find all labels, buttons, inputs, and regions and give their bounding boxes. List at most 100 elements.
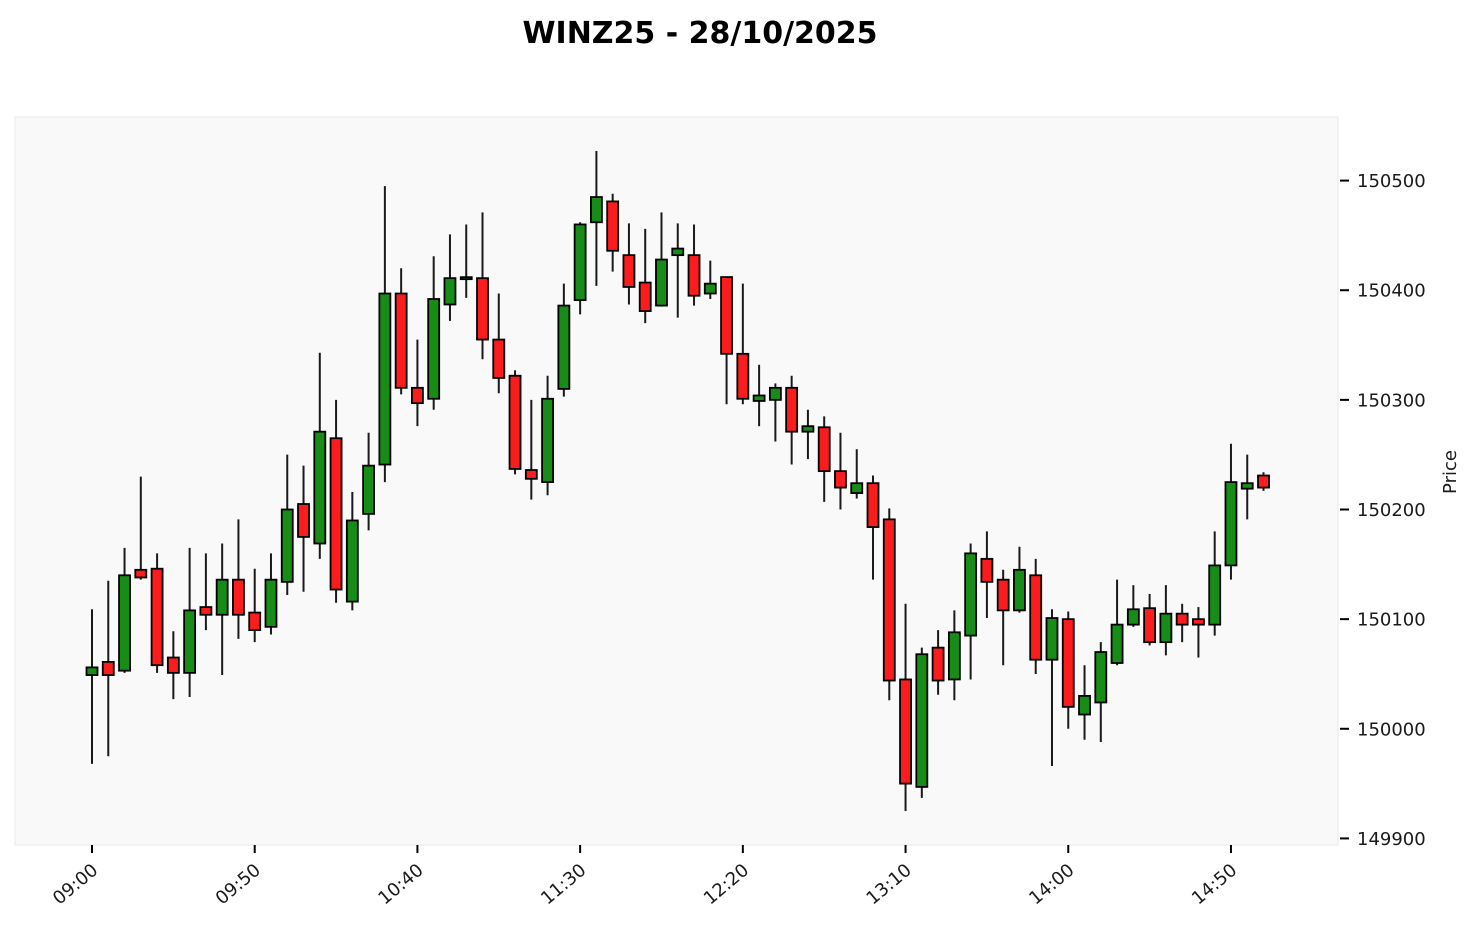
candle	[768, 383, 782, 442]
candle	[362, 432, 376, 531]
candle	[882, 508, 896, 701]
candle-body	[362, 464, 376, 515]
candle	[687, 224, 701, 306]
candle	[834, 432, 847, 510]
candle	[1175, 603, 1189, 643]
candle	[264, 553, 278, 635]
candle	[1240, 454, 1254, 520]
x-tick-label: 10:40	[374, 860, 427, 909]
candle-body	[687, 254, 701, 297]
candle	[1126, 585, 1140, 627]
candle	[671, 223, 685, 318]
candle-body	[1208, 564, 1222, 626]
y-tick-label: 150100	[1357, 610, 1426, 631]
candle	[866, 475, 880, 580]
candle-body	[411, 386, 424, 405]
candle-body	[1257, 474, 1270, 489]
x-axis: 09:00 09:50 10:40 11:30 12:20 13:10 14:00 14:50	[49, 845, 1241, 909]
plot-area	[14, 116, 1339, 846]
candle-body	[606, 200, 620, 252]
candle-body	[785, 386, 799, 433]
candle-body	[882, 518, 896, 682]
candle-body	[1192, 618, 1205, 626]
candle-body	[703, 282, 717, 295]
candle	[378, 186, 392, 483]
candle	[345, 491, 359, 611]
candle-body	[508, 374, 522, 470]
candle-body	[199, 606, 213, 616]
x-tick-label: 09:50	[212, 860, 265, 909]
candle	[1110, 579, 1124, 666]
candle	[638, 228, 652, 324]
candle	[134, 476, 148, 580]
y-tick-label: 150000	[1357, 719, 1426, 740]
candle-body	[1175, 612, 1189, 626]
candle	[215, 543, 229, 676]
candle	[850, 449, 864, 499]
candle-body	[492, 338, 506, 379]
candle	[508, 370, 522, 475]
candle-body	[915, 653, 929, 788]
candle-body	[297, 503, 310, 538]
candle	[980, 531, 994, 619]
y-tick-label: 150300	[1357, 390, 1426, 411]
candle	[573, 222, 587, 315]
candle-body	[1143, 607, 1157, 644]
candle	[557, 283, 571, 397]
candle	[232, 519, 245, 639]
candle-body	[443, 277, 457, 306]
candle	[394, 268, 408, 395]
candle-body	[1126, 608, 1140, 626]
candle-body	[183, 609, 197, 674]
candle-body	[947, 631, 961, 681]
candle-body	[476, 277, 489, 341]
candle-body	[720, 276, 733, 355]
candle-body	[768, 386, 782, 401]
candle-body	[118, 574, 131, 672]
candles-layer	[85, 150, 1270, 812]
candle	[915, 647, 929, 798]
candle	[947, 610, 961, 701]
candle	[1045, 609, 1059, 767]
candle-body	[134, 568, 148, 579]
candle	[1257, 472, 1270, 491]
candle	[199, 553, 213, 631]
candle-body	[1061, 618, 1075, 708]
chart-title: WINZ25 - 28/10/2025	[522, 16, 877, 51]
candle	[655, 212, 668, 307]
candle	[899, 603, 912, 812]
candle-body	[1159, 612, 1173, 644]
candle	[1159, 585, 1173, 656]
candle	[1094, 642, 1108, 742]
candle-body	[1094, 651, 1108, 704]
candle-body	[232, 578, 245, 616]
y-tick-label: 149900	[1357, 829, 1426, 850]
candle	[817, 416, 831, 502]
candle-body	[215, 578, 229, 616]
candle-body	[248, 611, 262, 632]
candle	[996, 569, 1010, 666]
candle-body	[931, 646, 945, 682]
candle	[329, 399, 343, 603]
candle	[622, 223, 636, 305]
candle	[931, 630, 945, 695]
candle-body	[557, 304, 571, 390]
candle	[183, 547, 197, 697]
candle-body	[1013, 568, 1026, 612]
candle-body	[655, 258, 668, 307]
candle	[492, 293, 506, 394]
x-tick-label: 14:00	[1025, 860, 1078, 909]
candle	[459, 224, 473, 298]
candle	[1078, 665, 1091, 740]
candle	[1208, 531, 1222, 636]
candle	[166, 631, 180, 700]
candle-body	[1029, 574, 1043, 661]
y-tick-label: 150400	[1357, 281, 1426, 302]
candle-body	[1078, 694, 1091, 716]
candle	[606, 193, 620, 272]
x-tick-label: 11:30	[537, 860, 590, 909]
candle-body	[264, 578, 278, 628]
candle-body	[622, 254, 636, 288]
candle-body	[638, 281, 652, 312]
